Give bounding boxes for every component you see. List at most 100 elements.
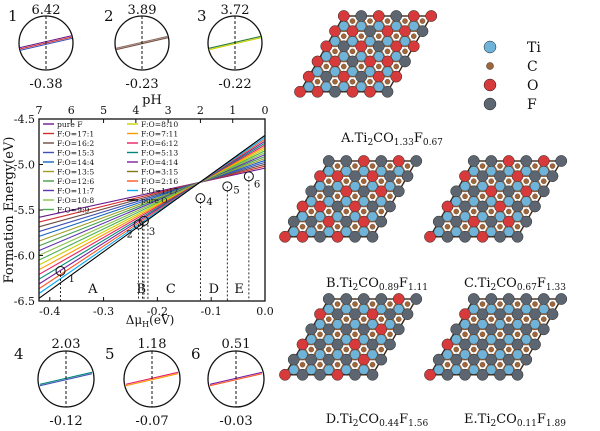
ti-atom	[367, 319, 378, 330]
inset-top-value: 0.51	[222, 337, 251, 352]
ti-atom	[451, 364, 462, 375]
ti-atom	[494, 211, 505, 222]
lattice-e	[424, 293, 568, 381]
ph-tick-label: 4	[132, 104, 139, 117]
f-atom	[459, 368, 471, 381]
legend-label: F:O=3:15	[141, 168, 178, 177]
ti-atom	[297, 349, 308, 360]
ti-atom	[503, 334, 514, 345]
structure-panel-b: B.Ti2CO0.89F1.11	[279, 155, 428, 293]
c-atom	[378, 178, 385, 184]
f-atom	[520, 353, 533, 366]
ti-atom	[460, 181, 471, 192]
c-atom	[462, 223, 468, 230]
f-atom	[296, 368, 309, 381]
x-axis-ticks: -0.4 -0.3 -0.2 -0.1 0.0	[39, 297, 274, 318]
ti-atom	[468, 166, 479, 177]
o-atom	[476, 230, 489, 243]
ti-atom	[460, 349, 471, 360]
c-atom	[334, 193, 341, 200]
c-atom	[384, 48, 391, 55]
f-atom	[537, 293, 550, 305]
o-atom	[331, 368, 344, 381]
ti-atom	[341, 304, 352, 315]
c-atom	[479, 301, 486, 307]
c-atom	[514, 361, 521, 368]
c-atom	[514, 331, 521, 338]
marker-circle	[222, 181, 233, 192]
ti-atom	[433, 226, 444, 237]
y-axis-label: Formation Energy(eV)	[2, 137, 17, 284]
structure-panel-c: C.Ti2CO0.67F1.33	[424, 155, 568, 293]
c-atom	[506, 208, 512, 215]
ti-atom	[503, 166, 514, 177]
inset-bottom-value: -0.22	[218, 77, 251, 92]
c-atom	[419, 18, 426, 24]
c-atom	[514, 301, 521, 307]
ti-atom	[315, 181, 326, 192]
x-tick-label: -0.3	[93, 305, 114, 318]
x-tick-label: -0.1	[201, 305, 222, 318]
c-atom	[479, 193, 486, 200]
ti-atom	[393, 304, 404, 315]
ti-atom	[503, 226, 514, 237]
inset-number: 2	[104, 7, 114, 25]
c-atom	[308, 208, 314, 215]
structure-caption: D.Ti2CO0.44F1.56	[326, 412, 429, 429]
ti-atom	[538, 166, 549, 177]
c-atom	[497, 163, 503, 169]
c-atom	[376, 63, 382, 70]
f-atom	[410, 293, 423, 305]
ti-atom	[338, 81, 349, 92]
c-atom	[497, 361, 503, 368]
c-atom	[479, 163, 486, 169]
c-atom	[369, 163, 376, 169]
ti-atom	[399, 36, 410, 47]
legend-label: F:O=17:1	[57, 130, 94, 139]
ti-atom	[468, 334, 479, 345]
o-atom	[392, 293, 405, 305]
f-atom	[384, 338, 396, 351]
c-atom	[317, 331, 323, 338]
markers: 1 2 3 4 5 6	[55, 171, 260, 285]
o-atom	[311, 85, 324, 98]
f-atom	[546, 308, 559, 321]
ti-atom	[349, 349, 360, 360]
inset-line	[209, 373, 263, 387]
c-atom	[299, 223, 306, 230]
series-line	[38, 165, 266, 223]
series-line	[38, 136, 266, 294]
ti-atom	[306, 364, 317, 375]
ti-atom	[460, 319, 471, 330]
c-atom	[404, 301, 411, 307]
x-axis-label: ΔμH(eV)	[126, 313, 175, 329]
legend-label: F:O=6:12	[141, 139, 178, 148]
c-atom	[378, 346, 385, 353]
series-line	[38, 157, 266, 242]
c-atom	[453, 346, 459, 353]
o-label: O	[527, 78, 538, 94]
ti-atom	[538, 304, 549, 315]
c-atom	[396, 316, 402, 322]
c-atom	[334, 301, 341, 307]
f-atom	[537, 185, 550, 198]
f-atom	[520, 155, 533, 167]
inset-bottom-value: -0.03	[219, 414, 252, 429]
f-atom	[410, 155, 423, 167]
legend-label: F:O=8:10	[141, 120, 178, 129]
legend-label: F:O=13:5	[57, 168, 94, 177]
o-atom	[424, 230, 436, 243]
series-line	[38, 159, 266, 237]
f-atom	[555, 155, 568, 167]
f-atom	[399, 55, 411, 68]
c-atom	[384, 18, 391, 24]
o-atom	[537, 155, 550, 167]
ti-atom	[323, 166, 334, 177]
inset-bottom-value: -0.12	[49, 414, 82, 429]
ti-atom	[460, 211, 471, 222]
ti-atom	[382, 36, 393, 47]
f-swatch	[483, 97, 497, 111]
lattice-b	[279, 155, 423, 243]
f-atom	[392, 185, 405, 198]
ti-atom	[486, 226, 497, 237]
